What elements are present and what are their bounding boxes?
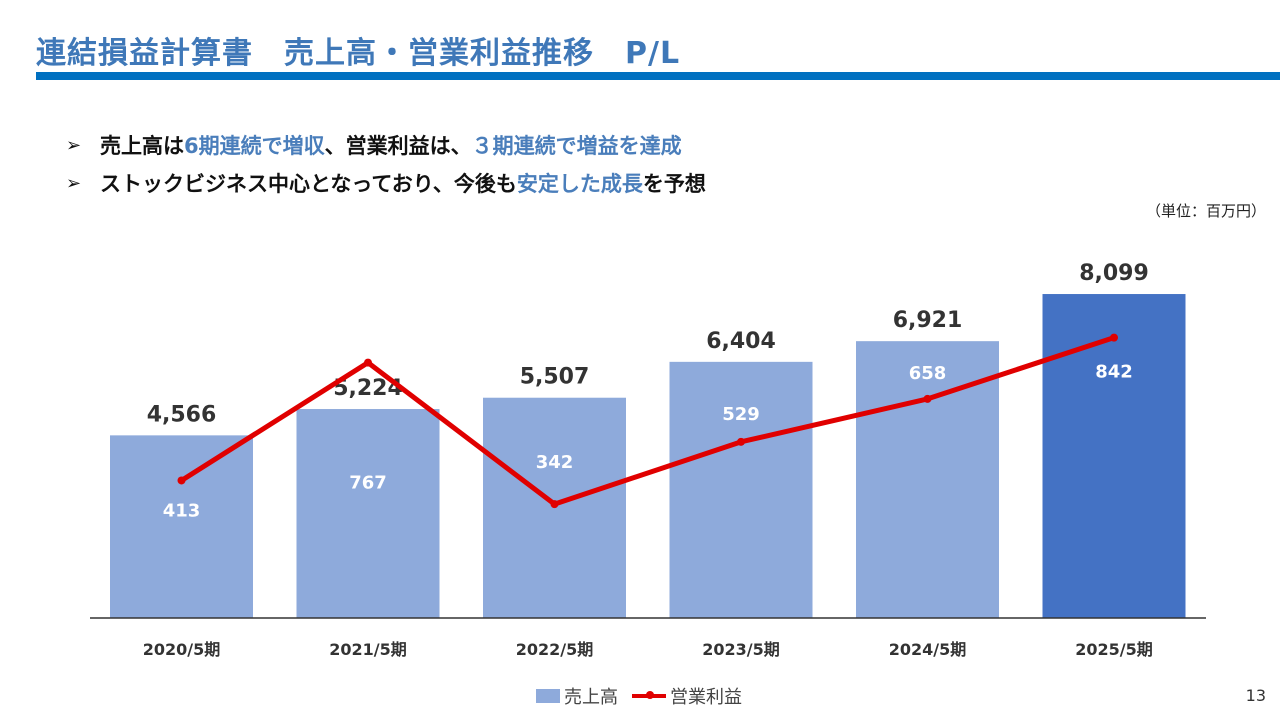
bullet-highlight-text: 6期連続で増収 bbox=[184, 134, 325, 158]
bar-sales bbox=[1042, 294, 1186, 618]
legend-line-swatch bbox=[632, 691, 666, 699]
legend-item-sales: 売上高 bbox=[536, 683, 618, 709]
category-label: 2024/5期 bbox=[889, 640, 967, 659]
bar-value-label: 8,099 bbox=[1079, 261, 1149, 286]
legend-bar-swatch bbox=[536, 689, 560, 703]
page-number: 13 bbox=[1245, 686, 1266, 705]
bullet-text: を予想 bbox=[642, 172, 706, 196]
operating-profit-point bbox=[550, 500, 559, 509]
line-layer bbox=[177, 333, 1118, 509]
legend-item-operating-profit: 営業利益 bbox=[632, 683, 742, 709]
category-label: 2020/5期 bbox=[143, 640, 221, 659]
bar-sales bbox=[110, 435, 253, 618]
category-label: 2022/5期 bbox=[516, 640, 594, 659]
line-value-label: 658 bbox=[909, 363, 947, 384]
bullet-text: 売上高は bbox=[100, 134, 184, 158]
line-value-label: 529 bbox=[722, 404, 760, 425]
category-label: 2025/5期 bbox=[1075, 640, 1153, 659]
bullet-arrow-icon: ➢ bbox=[66, 172, 82, 194]
line-value-label: 842 bbox=[1095, 362, 1133, 383]
bar-sales bbox=[856, 341, 999, 618]
bar-value-label: 6,404 bbox=[706, 329, 776, 354]
slide-title: 連結損益計算書 売上高・営業利益推移 P/L bbox=[36, 36, 681, 71]
category-label: 2023/5期 bbox=[702, 640, 780, 659]
bars-layer bbox=[110, 294, 1186, 618]
bar-value-label: 6,921 bbox=[893, 308, 963, 333]
legend-sales-label: 売上高 bbox=[564, 687, 618, 708]
operating-profit-point bbox=[923, 394, 932, 403]
unit-label: （単位：百万円） bbox=[1145, 202, 1266, 220]
bar-value-label: 5,507 bbox=[520, 365, 590, 390]
bar-sales bbox=[296, 409, 440, 618]
bullet-highlight-text: 安定した成長 bbox=[516, 172, 643, 196]
line-value-label: 767 bbox=[349, 473, 387, 494]
operating-profit-point bbox=[1110, 333, 1118, 342]
category-labels: 2020/5期 2021/5期 2022/5期 2023/5期 2024/5期 2025/… bbox=[143, 640, 1153, 659]
bullet-text: ストックビジネス中心となっており、今後も bbox=[100, 172, 517, 196]
title-rule bbox=[36, 72, 1280, 80]
line-value-labels: 413 767 342 529 658 842 bbox=[163, 362, 1133, 522]
legend: 売上高 営業利益 bbox=[536, 683, 756, 709]
operating-profit-point bbox=[177, 476, 186, 485]
legend-profit-label: 営業利益 bbox=[670, 687, 742, 708]
bar-sales bbox=[669, 361, 813, 618]
line-value-label: 342 bbox=[536, 452, 574, 473]
operating-profit-point bbox=[737, 437, 745, 446]
bullet-arrow-icon: ➢ bbox=[66, 134, 82, 156]
bullet-highlight-text: ３期連続で増益を達成 bbox=[471, 134, 682, 158]
bullet-item: ➢ ストックビジネス中心となっており、今後も 安定した成長 を予想 bbox=[66, 166, 706, 200]
bullet-item: ➢ 売上高は 6期連続で増収 、営業利益は、 ３期連続で増益を達成 bbox=[66, 128, 706, 162]
bullet-list: ➢ 売上高は 6期連続で増収 、営業利益は、 ３期連続で増益を達成 ➢ ストックビジネス中心… bbox=[66, 128, 706, 204]
bar-value-label: 4,566 bbox=[147, 402, 217, 427]
operating-profit-line bbox=[180, 335, 1115, 507]
line-value-label: 413 bbox=[163, 500, 201, 521]
bullet-text: 、営業利益は、 bbox=[324, 134, 472, 158]
category-label: 2021/5期 bbox=[329, 640, 407, 659]
operating-profit-point bbox=[364, 358, 372, 367]
